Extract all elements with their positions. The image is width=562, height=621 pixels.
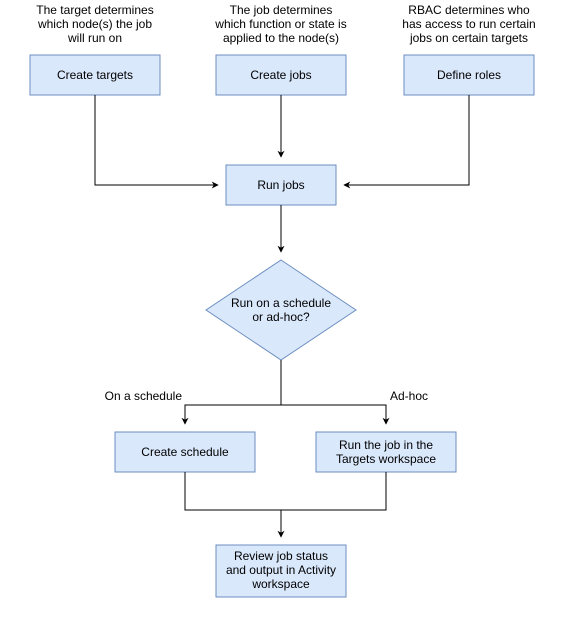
svg-text:Run on a schedule: Run on a schedule xyxy=(231,296,331,310)
node-define-roles: Define roles xyxy=(404,55,534,95)
edge-label-schedule: On a schedule xyxy=(105,389,183,403)
svg-text:Review job status: Review job status xyxy=(234,549,328,563)
edge-roles-run xyxy=(344,95,469,185)
edge-decision-schedule xyxy=(185,360,281,424)
svg-text:will run on: will run on xyxy=(67,31,122,45)
node-create-schedule: Create schedule xyxy=(115,432,255,472)
node-run-adhoc: Run the job in the Targets workspace xyxy=(316,432,456,472)
svg-text:Define roles: Define roles xyxy=(437,68,501,82)
svg-text:jobs on certain targets: jobs on certain targets xyxy=(409,31,528,45)
svg-text:Create targets: Create targets xyxy=(57,68,133,82)
svg-text:which function or state is: which function or state is xyxy=(214,17,346,31)
svg-text:RBAC determines who: RBAC determines who xyxy=(408,3,530,17)
svg-text:workspace: workspace xyxy=(251,577,310,591)
svg-text:The job determines: The job determines xyxy=(230,3,333,17)
node-run-jobs: Run jobs xyxy=(226,165,336,205)
edge-label-adhoc: Ad-hoc xyxy=(390,389,428,403)
caption-roles: RBAC determines who has access to run ce… xyxy=(402,3,535,45)
node-create-targets: Create targets xyxy=(30,55,160,95)
node-review: Review job status and output in Activity… xyxy=(216,545,346,597)
flowchart: The target determines which node(s) the … xyxy=(0,0,562,621)
svg-text:Run jobs: Run jobs xyxy=(257,178,304,192)
caption-targets: The target determines which node(s) the … xyxy=(36,3,153,45)
svg-text:The target determines: The target determines xyxy=(36,3,153,17)
svg-text:has access to run certain: has access to run certain xyxy=(402,17,535,31)
svg-text:Run the job in the: Run the job in the xyxy=(339,438,433,452)
node-create-jobs: Create jobs xyxy=(216,55,346,95)
svg-text:or ad-hoc?: or ad-hoc? xyxy=(252,310,310,324)
svg-text:which node(s) the job: which node(s) the job xyxy=(37,17,152,31)
svg-text:and output in Activity: and output in Activity xyxy=(226,563,336,577)
svg-text:Targets workspace: Targets workspace xyxy=(336,452,436,466)
caption-jobs: The job determines which function or sta… xyxy=(214,3,346,45)
edge-targets-run xyxy=(95,95,218,185)
svg-text:Create schedule: Create schedule xyxy=(141,445,229,459)
node-decision: Run on a schedule or ad-hoc? xyxy=(206,260,356,360)
edge-decision-adhoc xyxy=(281,405,386,424)
svg-text:applied to the node(s): applied to the node(s) xyxy=(223,31,339,45)
svg-text:Create jobs: Create jobs xyxy=(250,68,311,82)
edge-adhoc-merge xyxy=(281,472,386,510)
edge-schedule-review xyxy=(185,472,281,537)
